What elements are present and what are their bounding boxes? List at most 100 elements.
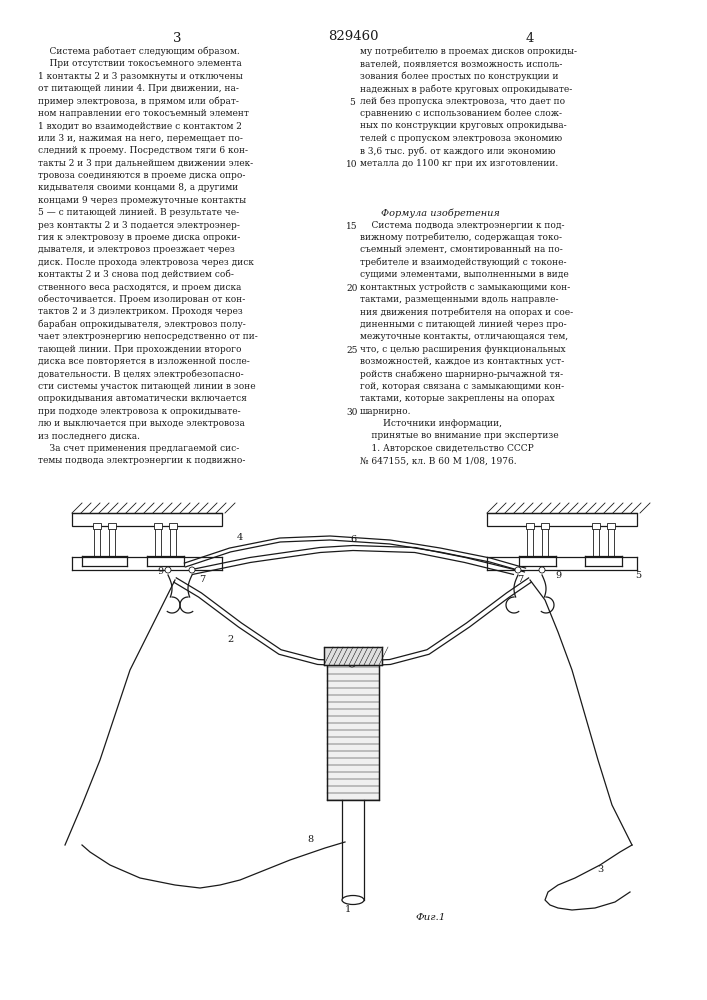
Text: лю и выключается при выходе электровоза: лю и выключается при выходе электровоза bbox=[38, 419, 245, 428]
Text: контактных устройств с замыкающими кон-: контактных устройств с замыкающими кон- bbox=[360, 283, 571, 292]
Text: темы подвода электроэнергии к подвижно-: темы подвода электроэнергии к подвижно- bbox=[38, 456, 245, 465]
Text: обесточивается. Проем изолирован от кон-: обесточивается. Проем изолирован от кон- bbox=[38, 295, 245, 304]
Circle shape bbox=[348, 659, 356, 667]
Bar bbox=[72, 513, 222, 526]
Text: 2: 2 bbox=[227, 636, 233, 645]
Text: чает электроэнергию непосредственно от пи-: чает электроэнергию непосредственно от п… bbox=[38, 332, 258, 341]
Text: или 3 и, нажимая на него, перемещает по-: или 3 и, нажимая на него, перемещает по- bbox=[38, 134, 243, 143]
Text: съемный элемент, смонтированный на по-: съемный элемент, смонтированный на по- bbox=[360, 245, 563, 254]
Text: 9: 9 bbox=[555, 570, 561, 580]
Bar bbox=[593, 526, 599, 556]
Text: кидывателя своими концами 8, а другими: кидывателя своими концами 8, а другими bbox=[38, 183, 238, 192]
Text: 4: 4 bbox=[526, 32, 534, 45]
Text: диненными с питающей линией через про-: диненными с питающей линией через про- bbox=[360, 320, 566, 329]
Text: 1 контакты 2 и 3 разомкнуты и отключены: 1 контакты 2 и 3 разомкнуты и отключены bbox=[38, 72, 243, 81]
Text: 20: 20 bbox=[346, 284, 358, 293]
Text: ных по конструкции круговых опрокидыва-: ных по конструкции круговых опрокидыва- bbox=[360, 121, 566, 130]
Text: принятые во внимание при экспертизе: принятые во внимание при экспертизе bbox=[360, 431, 559, 440]
Bar bbox=[542, 526, 548, 556]
Text: барабан опрокидывателя, электровоз полу-: барабан опрокидывателя, электровоз полу- bbox=[38, 320, 246, 329]
Bar bbox=[541, 523, 549, 529]
Text: диск. После прохода электровоза через диск: диск. После прохода электровоза через ди… bbox=[38, 258, 254, 267]
Bar bbox=[608, 526, 614, 556]
Text: телей с пропуском электровоза экономию: телей с пропуском электровоза экономию bbox=[360, 134, 562, 143]
Text: 15: 15 bbox=[346, 222, 358, 231]
Text: сти системы участок питающей линии в зоне: сти системы участок питающей линии в зон… bbox=[38, 382, 256, 391]
Text: от питающей линии 4. При движении, на-: от питающей линии 4. При движении, на- bbox=[38, 84, 239, 93]
Text: возможностей, каждое из контактных уст-: возможностей, каждое из контактных уст- bbox=[360, 357, 564, 366]
Bar bbox=[155, 526, 161, 556]
Text: такты 2 и 3 при дальнейшем движении элек-: такты 2 и 3 при дальнейшем движении элек… bbox=[38, 159, 253, 168]
Text: му потребителю в проемах дисков опрокиды-: му потребителю в проемах дисков опрокиды… bbox=[360, 47, 577, 56]
Bar bbox=[487, 513, 637, 526]
Text: тающей линии. При прохождении второго: тающей линии. При прохождении второго bbox=[38, 345, 242, 354]
Bar bbox=[327, 655, 379, 800]
Text: вателей, появляется возможность исполь-: вателей, появляется возможность исполь- bbox=[360, 59, 562, 68]
Text: довательности. В целях электробезопасно-: довательности. В целях электробезопасно- bbox=[38, 369, 244, 379]
Text: зования более простых по конструкции и: зования более простых по конструкции и bbox=[360, 72, 559, 81]
Text: 30: 30 bbox=[346, 408, 358, 417]
Bar bbox=[607, 523, 615, 529]
Bar bbox=[154, 523, 162, 529]
Text: 829460: 829460 bbox=[328, 30, 378, 43]
Text: № 647155, кл. В 60 М 1/08, 1976.: № 647155, кл. В 60 М 1/08, 1976. bbox=[360, 456, 517, 465]
Text: ственного веса расходятся, и проем диска: ственного веса расходятся, и проем диска bbox=[38, 283, 241, 292]
Circle shape bbox=[515, 567, 521, 573]
Text: из последнего диска.: из последнего диска. bbox=[38, 431, 140, 440]
Text: сравнению с использованием более слож-: сравнению с использованием более слож- bbox=[360, 109, 562, 118]
Bar bbox=[526, 523, 534, 529]
Text: вижному потребителю, содержащая токо-: вижному потребителю, содержащая токо- bbox=[360, 233, 562, 242]
Text: следний к проему. Посредством тяги 6 кон-: следний к проему. Посредством тяги 6 кон… bbox=[38, 146, 248, 155]
Text: 1. Авторское свидетельство СССР: 1. Авторское свидетельство СССР bbox=[360, 444, 534, 453]
Text: 3: 3 bbox=[173, 32, 181, 45]
Bar bbox=[93, 523, 101, 529]
Text: 4: 4 bbox=[237, 534, 243, 542]
Text: 7: 7 bbox=[199, 576, 205, 584]
Text: тровоза соединяются в проеме диска опро-: тровоза соединяются в проеме диска опро- bbox=[38, 171, 245, 180]
Text: 3: 3 bbox=[597, 865, 603, 874]
Bar bbox=[108, 523, 116, 529]
Ellipse shape bbox=[342, 896, 364, 904]
Text: Система работает следующим образом.: Система работает следующим образом. bbox=[38, 47, 240, 56]
Bar bbox=[170, 526, 176, 556]
Text: при подходе электровоза к опрокидывате-: при подходе электровоза к опрокидывате- bbox=[38, 407, 240, 416]
Text: гой, которая связана с замыкающими кон-: гой, которая связана с замыкающими кон- bbox=[360, 382, 564, 391]
Text: требителе и взаимодействующий с токоне-: требителе и взаимодействующий с токоне- bbox=[360, 258, 566, 267]
Text: 5: 5 bbox=[635, 570, 641, 580]
Text: Формула изобретения: Формула изобретения bbox=[380, 208, 499, 218]
Text: 9: 9 bbox=[157, 568, 163, 576]
Text: надежных в работе круговых опрокидывате-: надежных в работе круговых опрокидывате- bbox=[360, 84, 572, 94]
Text: контакты 2 и 3 снова под действием соб-: контакты 2 и 3 снова под действием соб- bbox=[38, 270, 234, 279]
Text: ном направлении его токосъемный элемент: ном направлении его токосъемный элемент bbox=[38, 109, 249, 118]
Text: ния движения потребителя на опорах и сое-: ния движения потребителя на опорах и сое… bbox=[360, 307, 573, 317]
Bar bbox=[592, 523, 600, 529]
Text: 1 входит во взаимодействие с контактом 2: 1 входит во взаимодействие с контактом 2 bbox=[38, 121, 242, 130]
Text: За счет применения предлагаемой сис-: За счет применения предлагаемой сис- bbox=[38, 444, 239, 453]
Text: 5: 5 bbox=[349, 98, 355, 107]
Text: гия к электровозу в проеме диска опроки-: гия к электровозу в проеме диска опроки- bbox=[38, 233, 240, 242]
Text: 25: 25 bbox=[346, 346, 358, 355]
Text: концами 9 через промежуточные контакты: концами 9 через промежуточные контакты bbox=[38, 196, 246, 205]
Circle shape bbox=[189, 567, 195, 573]
Text: Система подвода электроэнергии к под-: Система подвода электроэнергии к под- bbox=[360, 221, 564, 230]
Text: 8: 8 bbox=[307, 836, 313, 844]
Text: в 3,6 тыс. руб. от каждого или экономию: в 3,6 тыс. руб. от каждого или экономию bbox=[360, 146, 556, 156]
Text: лей без пропуска электровоза, что дает по: лей без пропуска электровоза, что дает п… bbox=[360, 97, 565, 106]
Text: опрокидывания автоматически включается: опрокидывания автоматически включается bbox=[38, 394, 247, 403]
Text: 10: 10 bbox=[346, 160, 358, 169]
Text: шарнирно.: шарнирно. bbox=[360, 407, 411, 416]
Circle shape bbox=[539, 567, 545, 573]
Text: тактами, размещенными вдоль направле-: тактами, размещенными вдоль направле- bbox=[360, 295, 559, 304]
Text: дывателя, и электровоз проезжает через: дывателя, и электровоз проезжает через bbox=[38, 245, 235, 254]
Bar bbox=[527, 526, 533, 556]
Text: что, с целью расширения функциональных: что, с целью расширения функциональных bbox=[360, 345, 566, 354]
Bar bbox=[169, 523, 177, 529]
Text: 7: 7 bbox=[517, 576, 523, 584]
Text: 1: 1 bbox=[345, 906, 351, 914]
Text: межуточные контакты, отличающаяся тем,: межуточные контакты, отличающаяся тем, bbox=[360, 332, 568, 341]
Text: сущими элементами, выполненными в виде: сущими элементами, выполненными в виде bbox=[360, 270, 568, 279]
Bar bbox=[109, 526, 115, 556]
Text: металла до 1100 кг при их изготовлении.: металла до 1100 кг при их изготовлении. bbox=[360, 159, 559, 168]
Bar bbox=[324, 647, 382, 665]
Bar bbox=[94, 526, 100, 556]
